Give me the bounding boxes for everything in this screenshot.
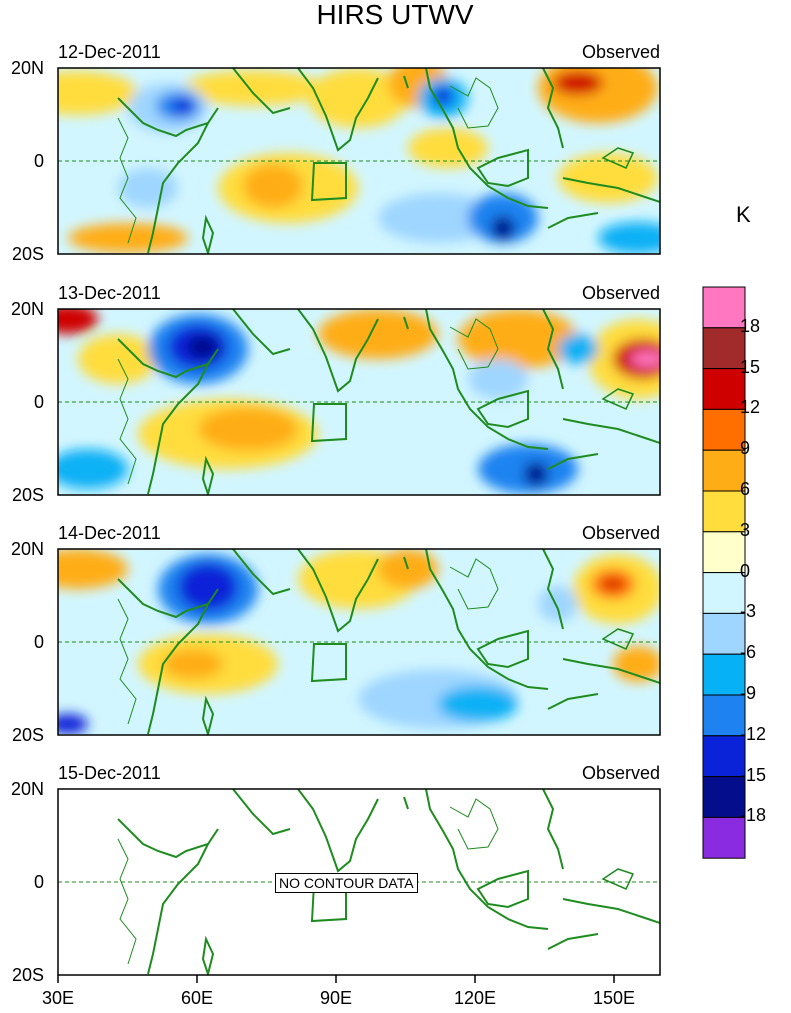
lat-label-20s: 20S (11, 244, 44, 264)
colorbar-swatch (702, 368, 746, 410)
panel-1 (57, 67, 661, 255)
colorbar-label: -6 (740, 642, 757, 663)
lat-label-0: 0 (33, 632, 44, 652)
lat-label-20s: 20S (11, 485, 44, 505)
colorbar-unit-label: K (736, 202, 751, 227)
colorbar-swatch (702, 572, 746, 614)
lon-label-150e: 150E (592, 988, 636, 1008)
colorbar-label: 18 (740, 315, 761, 336)
colorbar-swatch (702, 449, 746, 492)
colorbar-label: 9 (740, 438, 751, 459)
panel-3-tag: Observed (581, 523, 660, 543)
panel-2-date: 13-Dec-2011 (58, 283, 161, 303)
lat-label-0: 0 (33, 151, 44, 171)
figure-title: HIRS UTWV (316, 0, 473, 30)
panel-4-tag: Observed (581, 763, 660, 783)
colorbar-label: -15 (740, 764, 767, 785)
colorbar-swatch (702, 286, 746, 329)
panel-3 (57, 548, 661, 736)
lat-label-20s: 20S (11, 725, 44, 745)
panel-2-contours (58, 309, 660, 495)
colorbar-label: 0 (740, 560, 751, 581)
lon-label-30e: 30E (41, 988, 75, 1008)
colorbar-label: -12 (740, 723, 767, 744)
x-ticks (57, 975, 615, 983)
panel-1-date: 12-Dec-2011 (58, 42, 161, 62)
colorbar-label: -3 (740, 601, 757, 622)
colorbar-swatch (702, 816, 746, 859)
panel-2 (57, 308, 661, 496)
colorbar-label: 3 (740, 519, 751, 540)
no-contour-data-label: NO CONTOUR DATA (275, 873, 418, 893)
colorbar-swatch (702, 653, 746, 696)
lon-label-120e: 120E (453, 988, 497, 1008)
colorbar-swatch (702, 776, 746, 818)
colorbar-swatch (702, 408, 746, 451)
panel-3-date: 14-Dec-2011 (58, 523, 161, 543)
panel-1-tag: Observed (581, 42, 660, 62)
panel-4-date: 15-Dec-2011 (58, 763, 161, 783)
colorbar (702, 286, 746, 859)
panel-1-contours (58, 68, 660, 254)
colorbar-label: 6 (740, 479, 751, 499)
lon-label-90e: 90E (319, 988, 353, 1008)
colorbar-swatch (702, 531, 746, 574)
panel-3-contours (58, 549, 660, 735)
colorbar-label: -18 (740, 805, 767, 826)
lat-label-20n: 20N (10, 58, 44, 78)
lat-label-20n: 20N (10, 779, 44, 799)
panel-2-tag: Observed (581, 283, 660, 303)
colorbar-label: 15 (740, 356, 761, 377)
colorbar-swatch (702, 694, 746, 737)
colorbar-swatch (702, 327, 746, 370)
lat-label-0: 0 (33, 872, 44, 892)
lat-label-20n: 20N (10, 539, 44, 559)
colorbar-swatch (702, 490, 746, 533)
lat-label-0: 0 (33, 392, 44, 412)
colorbar-swatch (702, 735, 746, 778)
lat-label-20n: 20N (10, 299, 44, 319)
colorbar-label: -9 (740, 683, 757, 703)
lat-label-20s: 20S (11, 965, 44, 985)
colorbar-swatch (702, 612, 746, 655)
colorbar-label: 12 (740, 397, 761, 418)
lon-label-60e: 60E (180, 988, 214, 1008)
